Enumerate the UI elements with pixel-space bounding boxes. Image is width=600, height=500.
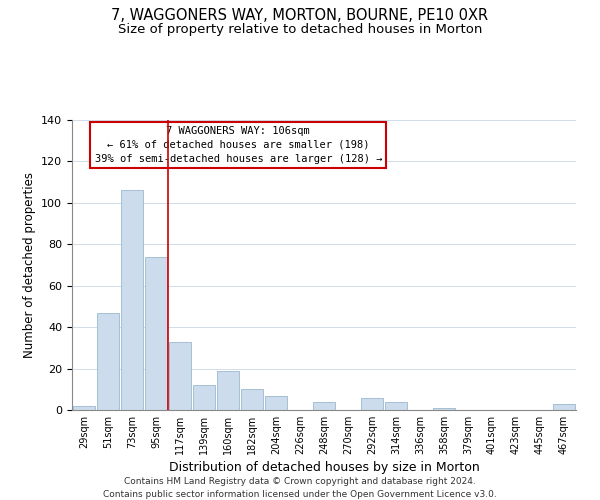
Bar	[361, 398, 383, 410]
Bar	[241, 390, 263, 410]
Text: 7 WAGGONERS WAY: 106sqm
← 61% of detached houses are smaller (198)
39% of semi-d: 7 WAGGONERS WAY: 106sqm ← 61% of detache…	[95, 126, 382, 164]
Bar	[553, 404, 575, 410]
Y-axis label: Number of detached properties: Number of detached properties	[23, 172, 35, 358]
Bar	[97, 312, 119, 410]
Bar	[121, 190, 143, 410]
X-axis label: Distribution of detached houses by size in Morton: Distribution of detached houses by size …	[169, 461, 479, 474]
Text: Size of property relative to detached houses in Morton: Size of property relative to detached ho…	[118, 22, 482, 36]
Bar	[385, 402, 407, 410]
Bar	[193, 385, 215, 410]
Bar	[433, 408, 455, 410]
Bar	[169, 342, 191, 410]
Text: 7, WAGGONERS WAY, MORTON, BOURNE, PE10 0XR: 7, WAGGONERS WAY, MORTON, BOURNE, PE10 0…	[112, 8, 488, 22]
Bar	[313, 402, 335, 410]
Bar	[73, 406, 95, 410]
Text: Contains HM Land Registry data © Crown copyright and database right 2024.: Contains HM Land Registry data © Crown c…	[124, 478, 476, 486]
Bar	[217, 370, 239, 410]
Text: Contains public sector information licensed under the Open Government Licence v3: Contains public sector information licen…	[103, 490, 497, 499]
Bar	[265, 396, 287, 410]
Bar	[145, 256, 167, 410]
